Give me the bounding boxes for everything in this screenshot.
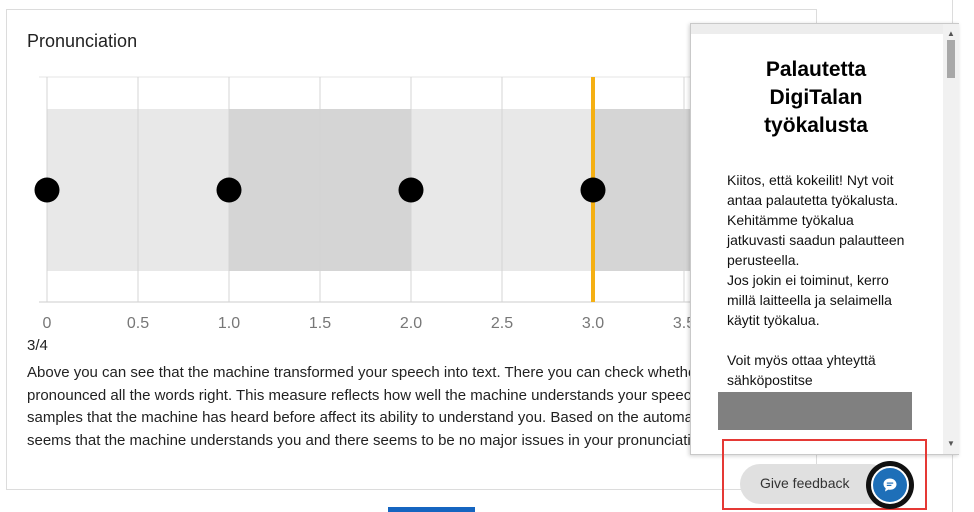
popup-body-line: Kehitämme työkalua xyxy=(727,212,854,228)
x-tick-label: 3.5 xyxy=(673,315,695,332)
x-tick-label: 0.5 xyxy=(127,315,149,332)
popup-body-line: millä laitteella ja selaimella xyxy=(727,292,892,308)
score-value: 3/4 xyxy=(27,337,48,354)
chat-button[interactable] xyxy=(866,461,914,509)
scroll-down-arrow-icon[interactable]: ▼ xyxy=(947,439,955,448)
data-point xyxy=(580,177,606,203)
popup-heading: Palautetta DigiTalan työkalusta xyxy=(701,56,931,140)
give-feedback-label: Give feedback xyxy=(760,475,850,491)
popup-body-line: perusteella. xyxy=(727,252,800,268)
x-tick-label: 1.5 xyxy=(309,315,331,332)
x-tick-label: 2.0 xyxy=(400,315,422,332)
data-point xyxy=(216,177,242,203)
x-tick-label: 3.0 xyxy=(582,315,604,332)
popup-heading-line: työkalusta xyxy=(764,114,868,137)
scroll-thumb[interactable] xyxy=(947,40,955,78)
popup-contact-line: sähköpostitse xyxy=(727,372,813,388)
chat-bubble-icon xyxy=(883,478,897,492)
email-address-box[interactable] xyxy=(718,392,912,430)
x-tick-label: 0 xyxy=(43,315,52,332)
description-text: Above you can see that the machine trans… xyxy=(27,362,816,452)
description-line: Above you can see that the machine trans… xyxy=(27,364,730,381)
x-tick-label: 1.0 xyxy=(218,315,240,332)
popup-body-line: jatkuvasti saadun palautteen xyxy=(727,232,905,248)
continue-button[interactable] xyxy=(388,507,475,512)
description-line: samples that the machine has heard befor… xyxy=(27,409,804,426)
x-tick-label: 2.5 xyxy=(491,315,513,332)
popup-heading-line: DigiTalan xyxy=(769,86,863,109)
popup-body-line: käytit työkalua. xyxy=(727,312,820,328)
chat-button-face xyxy=(871,466,909,504)
popup-heading-line: Palautetta xyxy=(765,58,867,81)
popup-contact-line: Voit myös ottaa yhteyttä xyxy=(727,352,876,368)
data-point xyxy=(34,177,60,203)
description-line: pronounced all the words right. This mea… xyxy=(27,386,734,404)
card-title: Pronunciation xyxy=(27,31,138,51)
popup-body-line: Kiitos, että kokeilit! Nyt voit xyxy=(727,172,894,188)
popup-scrollbar[interactable]: ▲ ▼ xyxy=(943,24,959,454)
popup-header-bar xyxy=(691,24,943,34)
popup-body: Kiitos, että kokeilit! Nyt voit antaa pa… xyxy=(727,170,917,390)
give-feedback-button[interactable]: Give feedback xyxy=(740,464,890,504)
highlight-outline xyxy=(722,439,927,510)
feedback-popup: Palautetta DigiTalan työkalusta Kiitos, … xyxy=(690,23,959,455)
popup-body-line: Jos jokin ei toiminut, kerro xyxy=(727,272,889,288)
description-line: seems that the machine understands you a… xyxy=(27,431,712,449)
scroll-up-arrow-icon[interactable]: ▲ xyxy=(947,29,955,38)
spacer xyxy=(727,330,917,350)
popup-body-line: antaa palautetta työkalusta. xyxy=(727,192,899,208)
data-point xyxy=(398,177,424,203)
